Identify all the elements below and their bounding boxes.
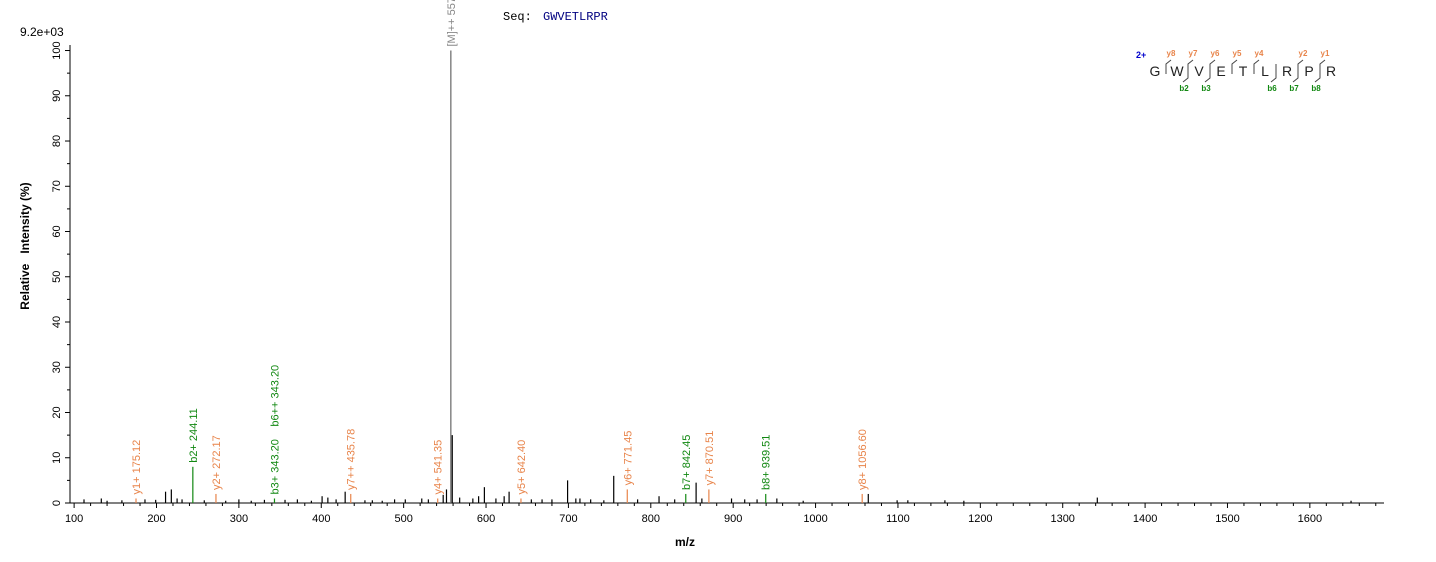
peak-label: y7++ 435.78: [346, 429, 358, 490]
sequence-residue: R: [1326, 63, 1336, 79]
title-prefix: Seq:: [503, 10, 532, 24]
peak-label: b6++ 343.20: [269, 365, 281, 427]
x-tick-label: 1100: [886, 513, 910, 525]
x-axis-label: m/z: [675, 535, 695, 549]
x-tick-label: 300: [230, 513, 248, 525]
sequence-residue: P: [1304, 63, 1313, 79]
x-tick-label: 1600: [1298, 513, 1322, 525]
max-intensity-label: 9.2e+03: [20, 25, 64, 39]
y-axis-label: Relative Intensity (%): [18, 182, 32, 309]
sequence-residue: V: [1194, 63, 1204, 79]
x-tick-label: 1300: [1050, 513, 1074, 525]
peak-label: y2+ 272.17: [211, 435, 223, 490]
b-ion-label: b3: [1201, 84, 1211, 93]
y-ion-label: y2: [1299, 49, 1308, 58]
y-ion-label: y5: [1233, 49, 1242, 58]
b-ion-bracket: [1182, 64, 1189, 83]
y-ion-label: y1: [1321, 49, 1330, 58]
y-tick-label: 100: [51, 41, 63, 59]
peak-label: [M]++ 557.3: [446, 0, 458, 47]
y-ion-label: y8: [1167, 49, 1176, 58]
peak-label: y6+ 771.45: [622, 431, 634, 486]
b-ion-bracket: [1204, 64, 1211, 83]
y-ion-bracket: [1187, 59, 1194, 74]
peak-label: b8+ 939.51: [761, 435, 773, 490]
x-tick-label: 1500: [1215, 513, 1239, 525]
y-tick-label: 30: [51, 361, 63, 373]
x-tick-label: 600: [477, 513, 495, 525]
y-ion-bracket: [1253, 59, 1260, 74]
sequence-residue: G: [1150, 63, 1161, 79]
peak-label: y7+ 870.51: [704, 431, 716, 486]
axes: [69, 45, 1384, 504]
y-ion-bracket: [1319, 59, 1326, 74]
x-tick-label: 100: [65, 513, 83, 525]
peak-label: b2+ 244.11: [188, 408, 200, 463]
x-tick-label: 200: [147, 513, 165, 525]
peak-label: b7+ 842.45: [681, 435, 693, 490]
chart-title: Seq: GWVETLRPR: [503, 10, 608, 24]
peak-label: y8+ 1056.60: [857, 429, 869, 490]
y-tick-label: 40: [51, 316, 63, 328]
y-tick-label: 60: [51, 225, 63, 237]
y-ion-bracket: [1209, 59, 1216, 74]
sequence-residue: R: [1282, 63, 1292, 79]
peak-label: y5+ 642.40: [516, 440, 528, 495]
y-ticks: 0 10 20 30 40 50 60 70 80 90 100: [51, 41, 70, 506]
y-ion-label: y7: [1189, 49, 1198, 58]
y-tick-label: 0: [51, 500, 63, 506]
annotated-peaks: y1+ 175.12 b2+ 244.11 y2+ 272.17 b3+ 343.20…: [131, 0, 869, 503]
y-ion-label: y6: [1211, 49, 1220, 58]
y-tick-label: 70: [51, 180, 63, 192]
y-ion-bracket: [1231, 59, 1238, 74]
x-tick-label: 1000: [803, 513, 827, 525]
x-tick-label: 400: [312, 513, 330, 525]
y-ion-bracket: [1297, 59, 1304, 74]
x-tick-label: 1400: [1133, 513, 1157, 525]
x-tick-label: 900: [724, 513, 742, 525]
sequence-residue: E: [1216, 63, 1225, 79]
noise-peaks: [83, 435, 1352, 503]
b-ion-bracket: [1270, 64, 1277, 83]
y-ion-bracket: [1165, 59, 1172, 74]
b-ion-bracket: [1314, 64, 1321, 83]
y-tick-label: 50: [51, 271, 63, 283]
sequence-residue: L: [1261, 63, 1269, 79]
x-tick-label: 500: [394, 513, 412, 525]
y-ion-label: y4: [1255, 49, 1264, 58]
peak-label: y1+ 175.12: [131, 440, 143, 495]
title-sequence: GWVETLRPR: [543, 10, 608, 24]
b-ion-label: b2: [1179, 84, 1189, 93]
x-tick-label: 1200: [968, 513, 992, 525]
x-ticks: 100 200 300 400 500 600 700 800 900 1000 1100 1200 1…: [65, 503, 1377, 525]
peak-label: b3+ 343.20: [269, 439, 281, 494]
y-tick-label: 10: [51, 452, 63, 464]
y-tick-label: 80: [51, 135, 63, 147]
b-ion-label: b7: [1289, 84, 1299, 93]
sequence-residue: W: [1170, 63, 1184, 79]
peak-label: y4+ 541.35: [433, 440, 445, 495]
b-ion-bracket: [1292, 64, 1299, 83]
x-tick-label: 800: [642, 513, 660, 525]
b-ion-label: b8: [1311, 84, 1321, 93]
y-tick-label: 20: [51, 406, 63, 418]
b-ion-label: b6: [1267, 84, 1277, 93]
y-tick-label: 90: [51, 90, 63, 102]
x-tick-label: 700: [559, 513, 577, 525]
charge-label: 2+: [1136, 50, 1146, 60]
sequence-residue: T: [1239, 63, 1248, 79]
